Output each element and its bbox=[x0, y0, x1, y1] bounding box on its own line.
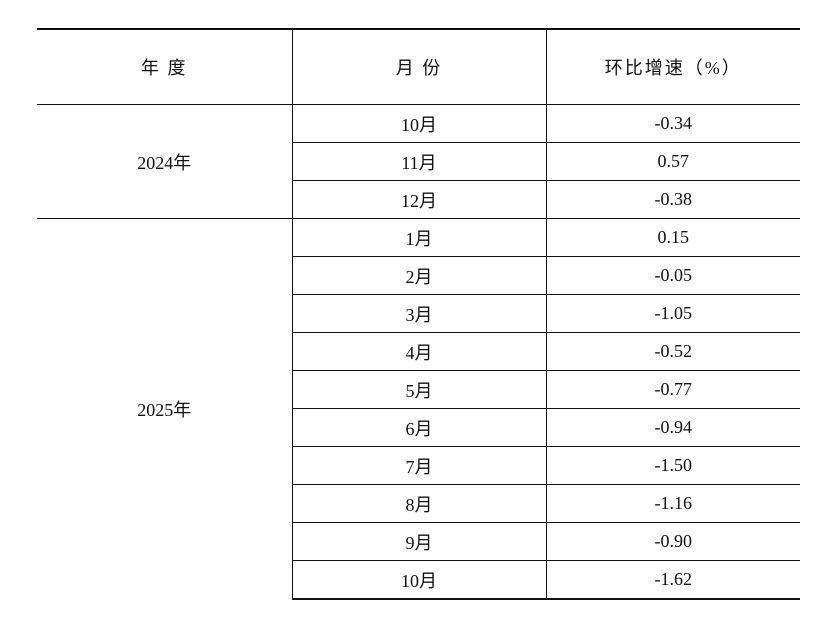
table-row: 2025年 1月 0.15 bbox=[37, 218, 800, 599]
table-header: 年 度 月 份 环比增速（%） bbox=[37, 29, 800, 105]
header-cell: 环比增速（%） bbox=[546, 29, 800, 105]
year-cell: 2024年 bbox=[37, 104, 293, 219]
table-row: 5月 -0.77 bbox=[37, 370, 800, 409]
growth-cell: -1.05 bbox=[546, 294, 800, 333]
header-row: 年 度 月 份 环比增速（%） bbox=[37, 29, 800, 105]
table-row: 10月 -1.62 bbox=[37, 560, 800, 600]
growth-cell: -0.34 bbox=[546, 104, 800, 143]
table-row: 8月 -1.16 bbox=[37, 484, 800, 523]
month-cell: 4月 bbox=[292, 332, 547, 371]
month-cell: 10月 bbox=[292, 560, 547, 600]
month-cell: 7月 bbox=[292, 446, 547, 485]
growth-cell: -1.16 bbox=[546, 484, 800, 523]
month-cell: 10月 bbox=[292, 104, 547, 143]
growth-cell: -0.94 bbox=[546, 408, 800, 447]
month-cell: 1月 bbox=[292, 218, 547, 257]
month-cell: 11月 bbox=[292, 142, 547, 181]
growth-cell: -1.62 bbox=[546, 560, 800, 600]
table-row: 11月 0.57 bbox=[37, 142, 800, 181]
table-row: 4月 -0.52 bbox=[37, 332, 800, 371]
growth-cell: -0.77 bbox=[546, 370, 800, 409]
growth-cell: -0.52 bbox=[546, 332, 800, 371]
data-table: 年 度 月 份 环比增速（%） 2024年 10月 -0.34 11月 0.57 12月 -… bbox=[37, 28, 800, 600]
month-cell: 2月 bbox=[292, 256, 547, 295]
table-row: 7月 -1.50 bbox=[37, 446, 800, 485]
growth-cell: -0.05 bbox=[546, 256, 800, 295]
month-cell: 8月 bbox=[292, 484, 547, 523]
month-cell: 9月 bbox=[292, 522, 547, 561]
growth-cell: -0.38 bbox=[546, 180, 800, 219]
month-cell: 5月 bbox=[292, 370, 547, 409]
table-body: 2024年 10月 -0.34 11月 0.57 12月 -0.38 2025年 1月 0.15 2… bbox=[37, 104, 800, 600]
table-row: 6月 -0.94 bbox=[37, 408, 800, 447]
month-cell: 6月 bbox=[292, 408, 547, 447]
year-cell: 2025年 bbox=[37, 218, 293, 599]
table-row: 2024年 10月 -0.34 bbox=[37, 104, 800, 219]
header-cell: 月 份 bbox=[292, 29, 547, 105]
table-row: 3月 -1.05 bbox=[37, 294, 800, 333]
table-container: 年 度 月 份 环比增速（%） 2024年 10月 -0.34 11月 0.57 12月 -… bbox=[37, 28, 800, 600]
table-row: 2月 -0.05 bbox=[37, 256, 800, 295]
growth-cell: -1.50 bbox=[546, 446, 800, 485]
header-cell: 年 度 bbox=[37, 29, 293, 105]
table-row: 12月 -0.38 bbox=[37, 180, 800, 219]
growth-cell: 0.15 bbox=[546, 218, 800, 257]
month-cell: 3月 bbox=[292, 294, 547, 333]
table-row: 9月 -0.90 bbox=[37, 522, 800, 561]
growth-cell: -0.90 bbox=[546, 522, 800, 561]
month-cell: 12月 bbox=[292, 180, 547, 219]
growth-cell: 0.57 bbox=[546, 142, 800, 181]
